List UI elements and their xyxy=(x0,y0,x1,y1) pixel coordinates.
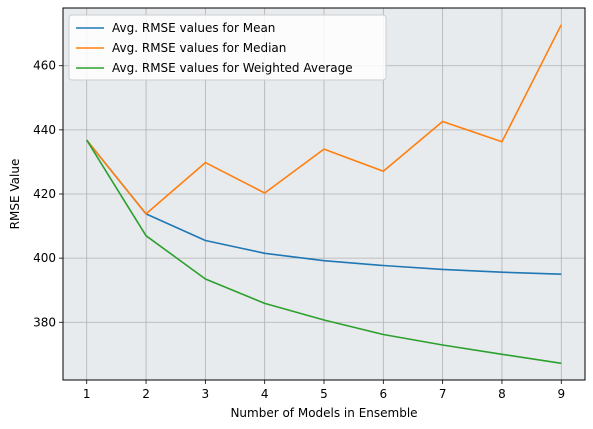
x-tick-label: 8 xyxy=(498,387,506,401)
legend-label-2: Avg. RMSE values for Median xyxy=(112,41,286,55)
x-tick-label: 4 xyxy=(261,387,269,401)
x-tick-label: 5 xyxy=(320,387,328,401)
legend-label-1: Avg. RMSE values for Mean xyxy=(112,21,275,35)
legend-label-3: Avg. RMSE values for Weighted Average xyxy=(112,61,353,75)
series-line-3 xyxy=(86,139,562,365)
series-line-1 xyxy=(86,139,562,275)
x-tick-label: 9 xyxy=(557,387,565,401)
y-axis-label: RMSE Value xyxy=(8,159,22,230)
x-tick-label: 1 xyxy=(83,387,91,401)
legend-box xyxy=(68,14,387,81)
x-tick-label: 3 xyxy=(202,387,210,401)
y-tick-label: 400 xyxy=(33,251,56,265)
legend: Avg. RMSE values for Mean Avg. RMSE value… xyxy=(68,14,387,81)
y-tick-label: 460 xyxy=(33,59,56,73)
y-tick-label: 420 xyxy=(33,187,56,201)
x-tick-label: 2 xyxy=(142,387,150,401)
y-axis-ticks: 380 400 420 440 460 xyxy=(33,59,63,329)
series-line-2 xyxy=(86,24,563,215)
series-lines xyxy=(86,24,563,365)
y-tick-label: 440 xyxy=(33,123,56,137)
y-tick-label: 380 xyxy=(33,315,56,329)
x-tick-label: 7 xyxy=(439,387,447,401)
x-axis-ticks: 1 2 3 4 5 6 7 8 9 xyxy=(83,380,565,401)
x-axis-label: Number of Models in Ensemble xyxy=(230,406,417,420)
x-tick-label: 6 xyxy=(379,387,387,401)
